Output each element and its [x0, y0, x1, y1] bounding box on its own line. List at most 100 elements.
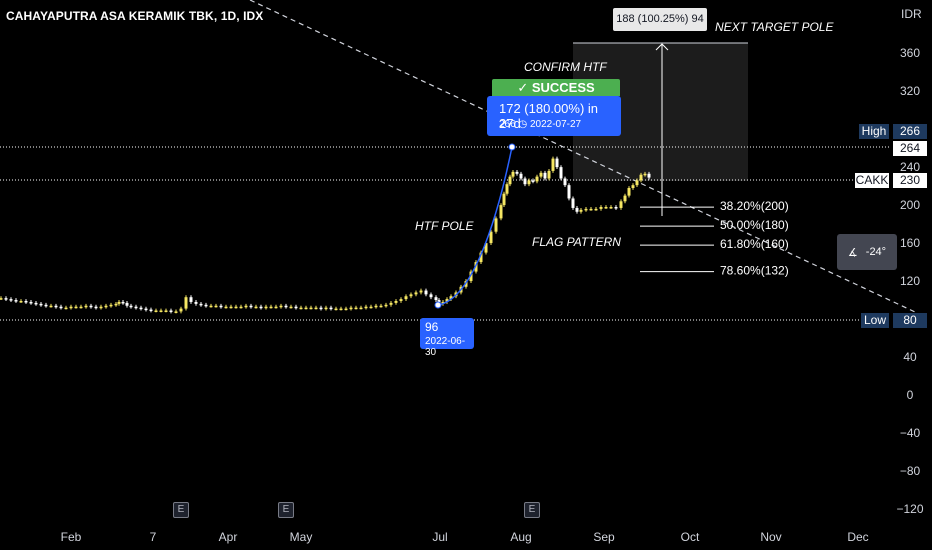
candle-body	[304, 307, 308, 310]
candle-body	[502, 193, 506, 206]
candle-body	[164, 310, 168, 312]
candle-body	[531, 180, 535, 182]
candle-body	[121, 301, 125, 304]
candle-body	[499, 205, 503, 219]
candle-body	[284, 305, 288, 308]
candle-body	[14, 300, 18, 302]
x-tick-label: Feb	[61, 530, 82, 544]
candle-body	[214, 305, 218, 308]
candle-body	[519, 173, 523, 179]
y-axis: 360 320 240 200 160 120 40 0 −40 −80 −120	[896, 46, 923, 516]
candle-body	[239, 306, 243, 309]
candle-body	[174, 311, 178, 313]
chart-title: CAHAYAPUTRA ASA KERAMIK TBK, 1D, IDX	[6, 9, 264, 23]
angle-tool[interactable]: ∡ -24°	[837, 234, 897, 270]
candle-body	[149, 309, 153, 312]
candle-body	[24, 300, 28, 303]
high-line-tag: 264	[893, 141, 927, 156]
event-marker[interactable]: E	[278, 502, 294, 518]
candle-body	[194, 301, 198, 304]
candle-body	[4, 298, 8, 300]
candle-body	[134, 306, 138, 309]
fib-label: 38.20%(200)	[720, 199, 789, 213]
x-tick-label: 7	[150, 530, 157, 544]
candle-body	[354, 307, 358, 310]
candle-body	[339, 308, 343, 311]
x-tick-label: Oct	[681, 530, 700, 544]
candle-body	[384, 304, 388, 307]
low-tag-label: Low	[861, 313, 889, 328]
candle-body	[364, 306, 368, 309]
candle-body	[59, 306, 63, 309]
candle-body	[414, 292, 418, 295]
candle-body	[189, 297, 193, 302]
candle-body	[254, 306, 258, 309]
candle-body	[535, 176, 539, 182]
y-tick-label: 240	[900, 160, 920, 174]
candle-body	[555, 158, 559, 168]
event-marker[interactable]: E	[173, 502, 189, 518]
y-tick-label: 200	[900, 198, 920, 212]
candle-body	[234, 306, 238, 309]
pole-measure-main: 172 (180.00%) in 27d	[499, 101, 599, 131]
trend-line[interactable]	[249, 0, 916, 313]
x-tick-label: Nov	[760, 530, 781, 544]
candle-body	[374, 305, 378, 308]
low-point-box[interactable]: 96 2022-06-30	[420, 318, 474, 358]
candle-body	[584, 208, 588, 211]
candle-body	[547, 170, 551, 179]
low-tag-value: 80	[893, 313, 927, 328]
candle-body	[643, 173, 647, 176]
candle-body	[469, 271, 473, 282]
candle-body	[209, 305, 213, 308]
y-tick-label: 120	[900, 274, 920, 288]
candle-body	[129, 305, 133, 308]
candle-body	[559, 167, 563, 179]
candle-body	[623, 195, 627, 202]
candle-body	[159, 310, 163, 312]
y-tick-label: −120	[896, 502, 923, 516]
x-tick-label: Dec	[847, 530, 868, 544]
pole-measure-sub: 266 ◷ 2022-07-27	[499, 119, 582, 130]
candle-body	[389, 302, 393, 305]
candle-body	[184, 297, 188, 309]
candle-body	[344, 308, 348, 311]
candle-body	[64, 307, 68, 310]
fib-levels[interactable]: 38.20%(200) 50.00%(180) 61.80%(160) 78.60%(…	[640, 199, 789, 278]
event-marker[interactable]: E	[524, 502, 540, 518]
y-tick-label: 160	[900, 236, 920, 250]
candle-body	[49, 305, 53, 308]
candle-body	[604, 206, 608, 209]
candle-body	[419, 290, 423, 293]
high-tag-value: 266	[893, 124, 927, 139]
target-measure-box[interactable]: 188 (100.25%) 94	[613, 8, 707, 31]
angle-value: -24°	[865, 246, 887, 258]
candle-body	[9, 299, 13, 301]
candle-body	[589, 208, 593, 211]
candle-body	[299, 307, 303, 310]
candle-body	[505, 184, 509, 194]
candle-body	[571, 198, 575, 208]
candle-body	[274, 306, 278, 309]
candle-body	[0, 298, 3, 300]
candle-body	[154, 310, 158, 312]
target-arrow-head	[655, 43, 669, 51]
candle-body	[334, 308, 338, 311]
x-tick-label: Sep	[593, 530, 615, 544]
candle-body	[489, 231, 493, 244]
candle-body	[369, 306, 373, 309]
candle-body	[479, 252, 483, 263]
low-point-date: 2022-06-30	[425, 336, 466, 358]
candle-body	[635, 180, 639, 186]
candle-body	[349, 307, 353, 310]
candle-body	[219, 305, 223, 308]
candle-body	[99, 306, 103, 309]
candle-body	[244, 305, 248, 308]
candle-body	[294, 306, 298, 309]
angle-icon: ∡	[847, 246, 858, 259]
low-point-marker	[434, 301, 442, 309]
pole-measure-box[interactable]: 172 (180.00%) in 27d 266 ◷ 2022-07-27	[487, 96, 621, 136]
low-point-value: 96	[425, 320, 439, 334]
candle-body	[445, 299, 449, 302]
